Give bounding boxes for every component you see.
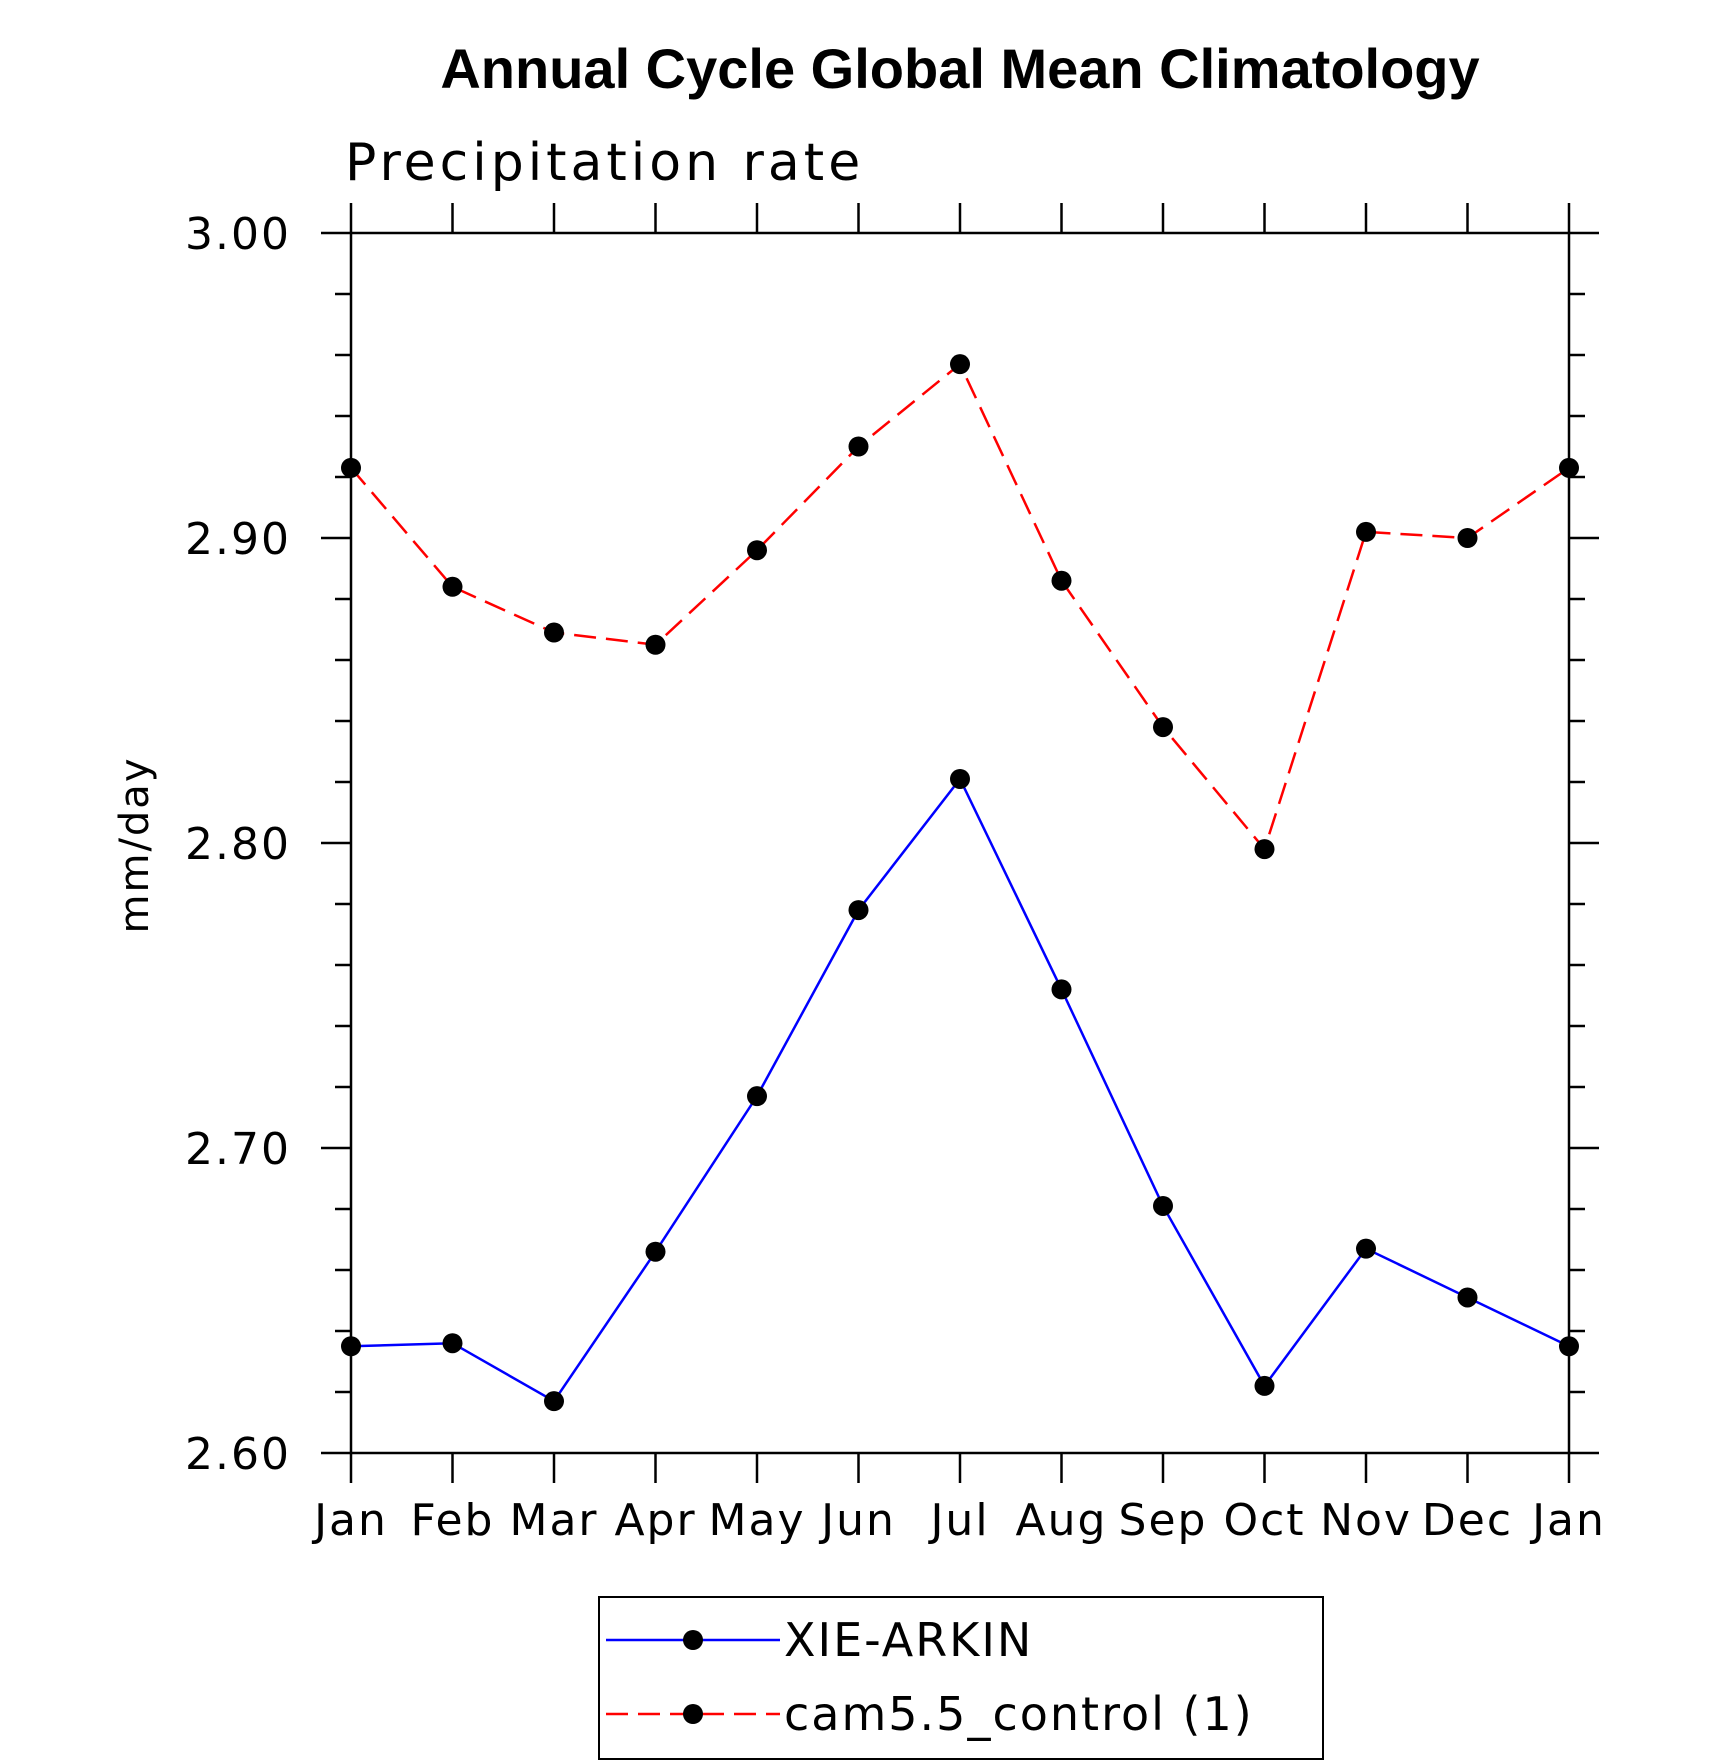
series-1-point [341, 457, 361, 478]
series [341, 354, 1579, 1412]
series-0-point [848, 900, 869, 921]
y-tick-label: 2.90 [185, 514, 291, 565]
series-line-0 [350, 776, 1570, 1403]
series-1-point [1559, 457, 1579, 478]
x-tick-labels: Jan Feb Mar Apr May Jun Jul Aug Sep Oct Nov Dec Jan [311, 1495, 1606, 1546]
series-0-point [341, 1336, 361, 1357]
series-1-point [544, 622, 564, 643]
series-1-point [1356, 521, 1376, 542]
chart-title: Annual Cycle Global Mean Climatology [440, 37, 1479, 100]
series-0-point [1153, 1195, 1173, 1216]
y-tick-labels: 2.60 2.70 2.80 2.90 3.00 [185, 209, 291, 1480]
chart-subtitle: Precipitation rate [345, 133, 864, 193]
series-0-point [1051, 979, 1072, 1000]
legend-marker-1 [683, 1704, 703, 1724]
x-tick-label: Feb [411, 1495, 495, 1546]
series-1-point [1254, 839, 1275, 860]
x-tick-label: Jul [927, 1495, 989, 1546]
x-tick-label: Sep [1119, 1495, 1208, 1546]
series-0-point [1559, 1336, 1579, 1357]
series-1-point [747, 540, 767, 561]
series-0-point [1356, 1238, 1376, 1259]
x-tick-label: Aug [1016, 1495, 1108, 1546]
axis-ticks [321, 203, 1599, 1483]
legend-label-0: XIE-ARKIN [784, 1613, 1033, 1667]
x-tick-label: Oct [1223, 1495, 1305, 1546]
x-tick-label: Jun [818, 1495, 896, 1546]
legend-items: XIE-ARKIN cam5.5_control (1) [606, 1613, 1254, 1741]
y-tick-label: 2.70 [185, 1124, 291, 1175]
series-1-point [1051, 570, 1072, 591]
x-tick-label: Apr [614, 1495, 696, 1546]
y-tick-label: 3.00 [185, 209, 291, 260]
legend: XIE-ARKIN cam5.5_control (1) [598, 1596, 1324, 1760]
series-0-point [747, 1086, 767, 1107]
series-0-point [1254, 1375, 1275, 1396]
x-tick-label: Dec [1422, 1495, 1513, 1546]
series-1-point [1153, 717, 1173, 738]
series-1-point [645, 634, 666, 655]
series-0-point [544, 1391, 564, 1412]
series-1-point [848, 436, 869, 457]
legend-marker-0 [683, 1630, 703, 1650]
x-tick-label: Nov [1320, 1495, 1412, 1546]
series-0-point [645, 1241, 666, 1262]
legend-box [598, 1596, 1324, 1760]
legend-label-1: cam5.5_control (1) [784, 1687, 1254, 1741]
plot-frame [349, 231, 1571, 1455]
x-tick-label: Jan [311, 1495, 388, 1546]
series-0-point [1457, 1287, 1478, 1308]
series-1-point [950, 354, 970, 375]
x-tick-label: May [709, 1495, 806, 1546]
y-tick-label: 2.60 [185, 1429, 291, 1480]
series-1-point [442, 576, 463, 597]
x-tick-label: Mar [509, 1495, 598, 1546]
y-axis-label: mm/day [112, 757, 158, 934]
y-tick-label: 2.80 [185, 819, 291, 870]
series-1-point [1457, 528, 1478, 548]
series-0-point [442, 1333, 463, 1354]
x-tick-label: Jan [1529, 1495, 1606, 1546]
series-0-point [950, 768, 970, 789]
